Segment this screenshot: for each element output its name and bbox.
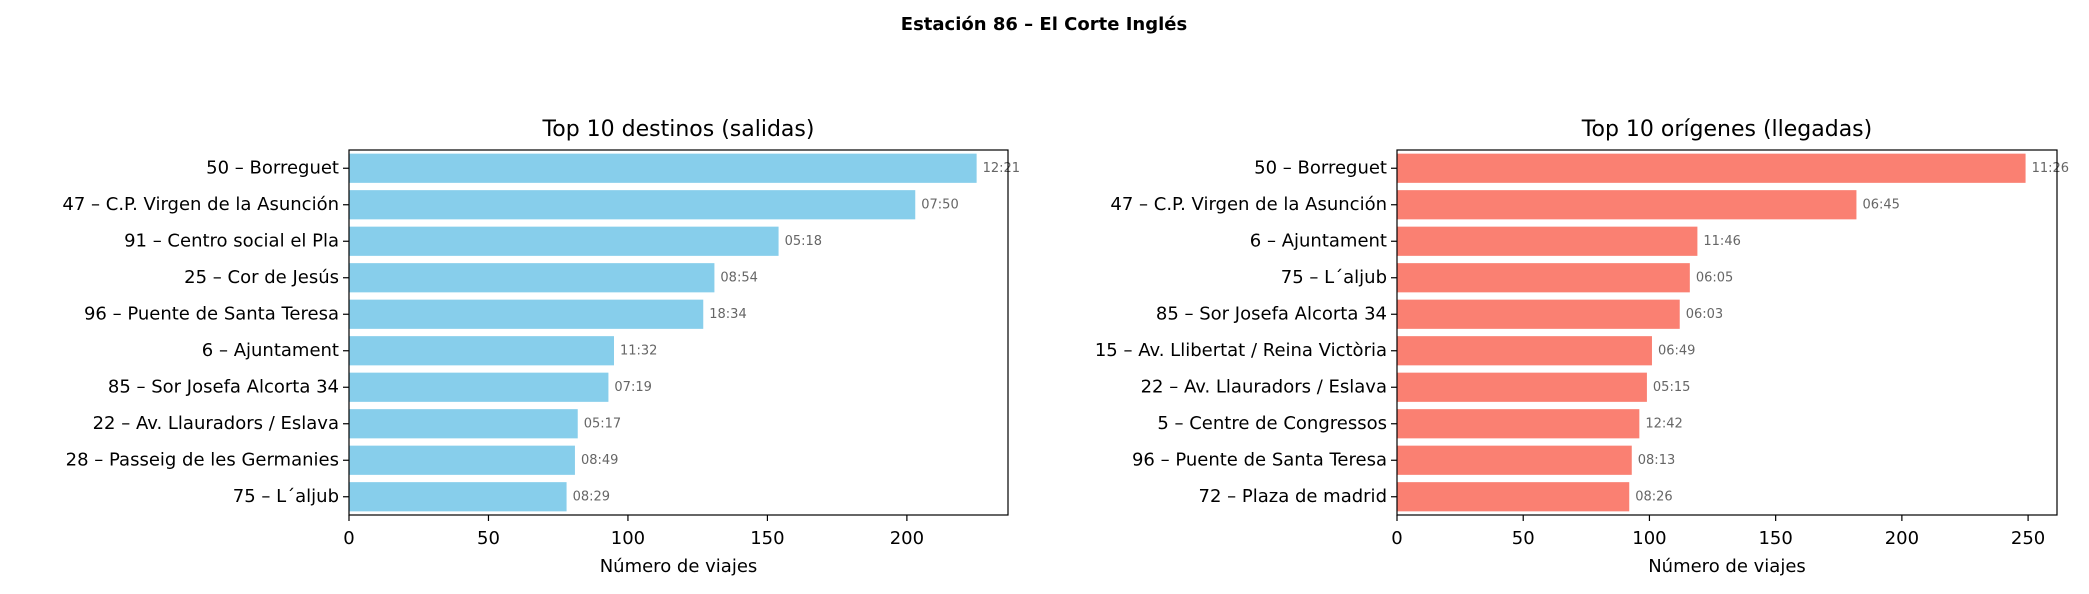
- bar-label: 06:05: [1696, 270, 1733, 285]
- bar: [1397, 263, 1690, 293]
- y-tick-label: 72 – Plaza de madrid: [1199, 486, 1387, 507]
- bar: [1397, 226, 1698, 256]
- y-tick-label: 85 – Sor Josefa Alcorta 34: [108, 376, 339, 397]
- bar: [1397, 482, 1630, 512]
- x-tick-label: 50: [477, 528, 500, 549]
- bar: [1397, 445, 1632, 475]
- y-tick-label: 96 – Puente de Santa Teresa: [1132, 449, 1387, 470]
- bar: [1397, 299, 1680, 329]
- bar-label: 08:49: [581, 453, 618, 468]
- bar-label: 05:18: [785, 234, 822, 249]
- x-tick-label: 150: [1758, 528, 1792, 549]
- bar-label: 11:26: [2032, 161, 2069, 176]
- x-axis-label: Número de viajes: [1648, 556, 1806, 577]
- axes-frame: [348, 149, 1009, 516]
- x-tick-label: 100: [1632, 528, 1666, 549]
- bar-label: 08:13: [1638, 453, 1675, 468]
- y-tick-label: 5 – Centre de Congressos: [1157, 413, 1387, 434]
- bar-label: 07:50: [921, 197, 958, 212]
- bar-label: 11:46: [1703, 234, 1740, 249]
- bar: [1397, 409, 1640, 439]
- y-tick-label: 50 – Borreguet: [206, 157, 339, 178]
- bar-label: 06:49: [1658, 343, 1695, 358]
- x-tick-label: 150: [750, 528, 784, 549]
- bar: [349, 372, 609, 402]
- x-axis-label: Número de viajes: [600, 556, 758, 577]
- y-tick-label: 15 – Av. Llibertat / Reina Victòria: [1095, 340, 1387, 361]
- bar: [349, 409, 578, 439]
- bar: [349, 263, 715, 293]
- bar: [349, 153, 977, 183]
- y-tick-label: 22 – Av. Llauradors / Eslava: [1141, 376, 1387, 397]
- x-tick-label: 200: [890, 528, 924, 549]
- bar-label: 08:29: [573, 489, 610, 504]
- axes-title: Top 10 destinos (salidas): [542, 117, 815, 142]
- bar: [1397, 153, 2026, 183]
- bar-label: 06:45: [1862, 197, 1899, 212]
- bar: [349, 299, 704, 329]
- bar: [349, 190, 916, 220]
- y-tick-label: 96 – Puente de Santa Teresa: [84, 303, 339, 324]
- bar: [349, 445, 575, 475]
- bar-label: 05:15: [1653, 380, 1690, 395]
- y-tick-label: 22 – Av. Llauradors / Eslava: [93, 413, 339, 434]
- y-tick-label: 91 – Centro social el Pla: [124, 230, 339, 251]
- bar-label: 06:03: [1686, 307, 1723, 322]
- y-tick-label: 85 – Sor Josefa Alcorta 34: [1156, 303, 1387, 324]
- bar-label: 18:34: [709, 307, 746, 322]
- x-tick-label: 0: [343, 528, 354, 549]
- bar: [349, 226, 779, 256]
- x-tick-label: 50: [1512, 528, 1535, 549]
- bar-label: 08:54: [720, 270, 757, 285]
- bar-label: 07:19: [614, 380, 651, 395]
- y-tick-label: 28 – Passeig de les Germanies: [66, 449, 339, 470]
- bar: [1397, 336, 1652, 366]
- y-tick-label: 47 – C.P. Virgen de la Asunción: [1110, 194, 1387, 215]
- y-tick-label: 50 – Borreguet: [1254, 157, 1387, 178]
- y-tick-label: 6 – Ajuntament: [202, 340, 339, 361]
- figure-title: Estación 86 – El Corte Inglés: [901, 14, 1187, 35]
- y-tick-label: 6 – Ajuntament: [1250, 230, 1387, 251]
- axes-title: Top 10 orígenes (llegadas): [1581, 117, 1872, 142]
- bar-label: 05:17: [584, 416, 621, 431]
- axes-frame: [1396, 149, 2058, 516]
- bar-label: 11:32: [620, 343, 657, 358]
- y-tick-label: 25 – Cor de Jesús: [184, 267, 339, 288]
- x-tick-label: 100: [611, 528, 645, 549]
- bar-label: 12:42: [1645, 416, 1682, 431]
- y-tick-label: 75 – L´aljub: [233, 486, 339, 507]
- bar-label: 12:21: [983, 161, 1020, 176]
- bar-label: 08:26: [1635, 489, 1672, 504]
- bar: [349, 336, 614, 366]
- x-tick-label: 250: [2011, 528, 2045, 549]
- bar: [1397, 190, 1857, 220]
- bar: [349, 482, 567, 512]
- y-tick-label: 75 – L´aljub: [1281, 267, 1387, 288]
- x-tick-label: 200: [1885, 528, 1919, 549]
- bar: [1397, 372, 1647, 402]
- y-tick-label: 47 – C.P. Virgen de la Asunción: [62, 194, 339, 215]
- x-tick-label: 0: [1391, 528, 1402, 549]
